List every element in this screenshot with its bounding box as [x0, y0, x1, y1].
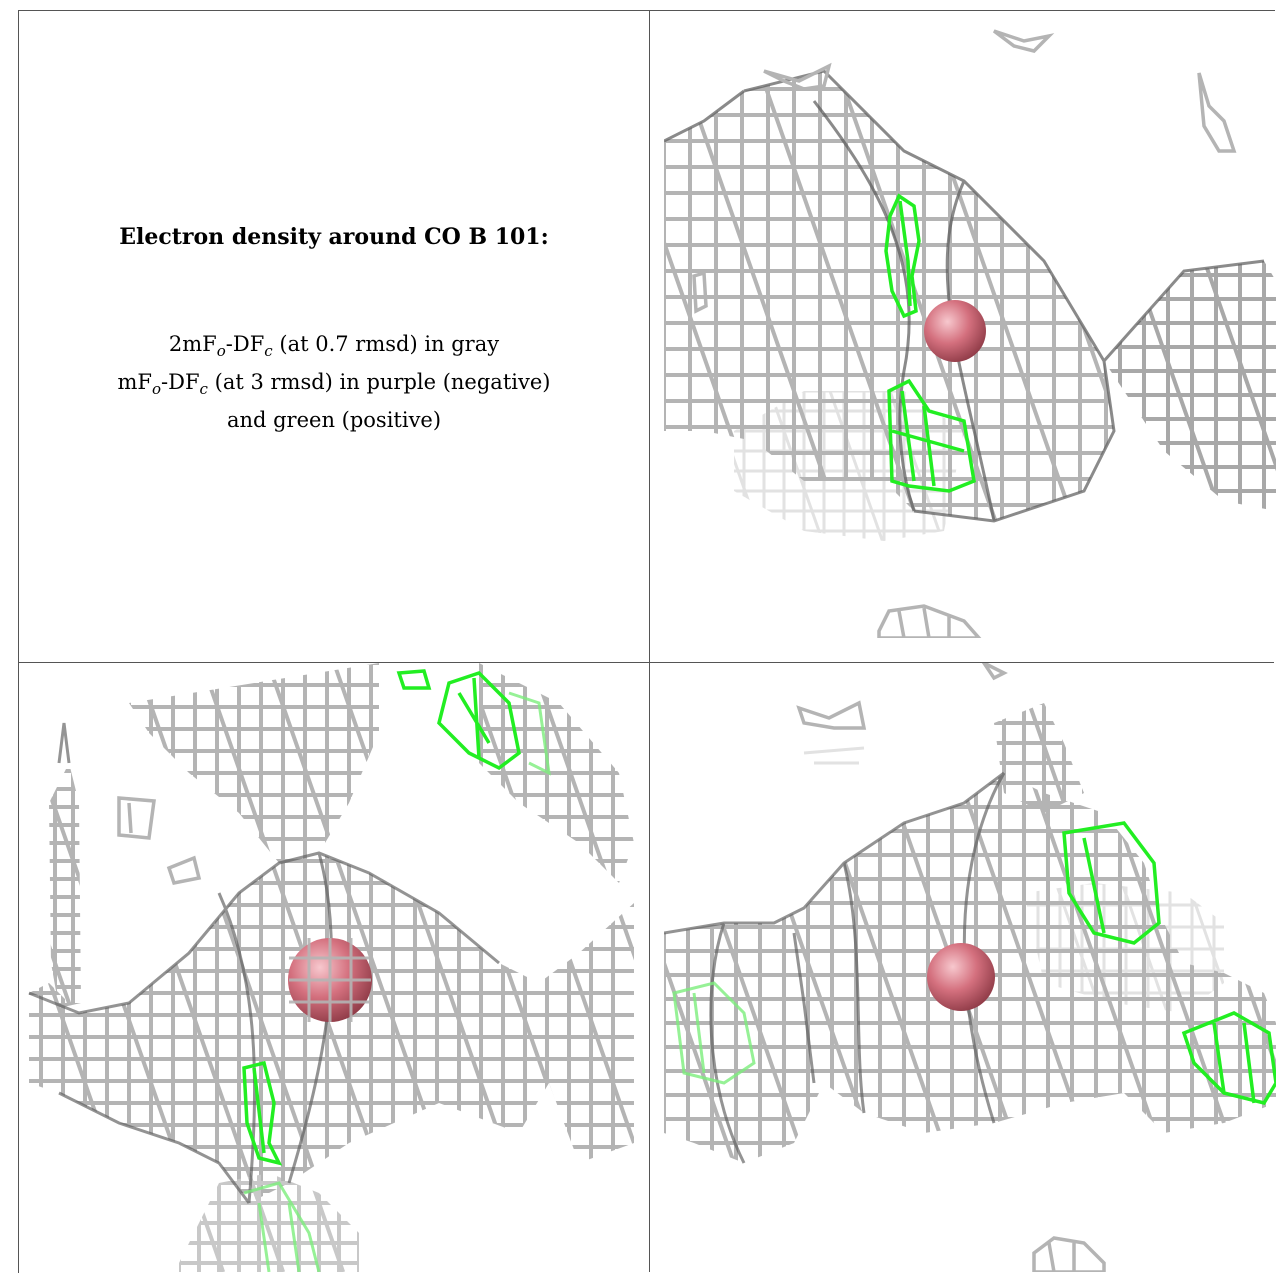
caption-cell: Electron density around CO B 101: 2mFo-D…	[19, 11, 649, 662]
caption-heading: Electron density around CO B 101:	[119, 224, 549, 250]
faint-mesh-fragment	[803, 746, 865, 765]
density-view-bottom-left	[19, 663, 634, 1272]
horizontal-divider	[18, 662, 1274, 663]
density-view-bottom-right	[664, 663, 1276, 1272]
density-mesh-2	[28, 663, 634, 1272]
cobalt-atom-sphere	[924, 300, 986, 362]
small-mesh-fragments	[796, 663, 1106, 1272]
vertical-divider	[649, 10, 650, 1272]
dark-mesh-edges	[664, 771, 1006, 1164]
density-mesh-3	[664, 663, 1276, 1272]
small-mesh-fragments	[117, 796, 202, 886]
positive-density-green	[1062, 821, 1276, 1106]
mesh-grid-lines	[1104, 261, 1276, 511]
positive-density-green-faint	[243, 691, 551, 1272]
density-mesh-1	[664, 29, 1276, 638]
caption-line-2mfo: 2mFo-DFc (at 0.7 rmsd) in gray	[168, 332, 500, 361]
sphere-overlay-mesh	[289, 938, 371, 1022]
positive-density-green	[242, 669, 521, 1166]
gray-mesh-right	[1104, 261, 1276, 511]
caption-description: 2mFo-DFc (at 0.7 rmsd) in gray mFo-DFc (…	[19, 329, 649, 436]
caption-line-mfo: mFo-DFc (at 3 rmsd) in purple (negative)	[117, 370, 551, 399]
faint-mesh	[1024, 883, 1224, 1013]
figure-frame	[18, 10, 1275, 1273]
small-mesh-fragments	[692, 29, 1237, 638]
mesh-grid-lines	[1024, 883, 1224, 1013]
density-view-top-right	[664, 11, 1276, 638]
positive-density-green	[884, 193, 976, 493]
cobalt-atom-sphere	[927, 943, 995, 1011]
caption-line-green: and green (positive)	[226, 408, 442, 433]
positive-density-green-faint	[672, 981, 756, 1085]
